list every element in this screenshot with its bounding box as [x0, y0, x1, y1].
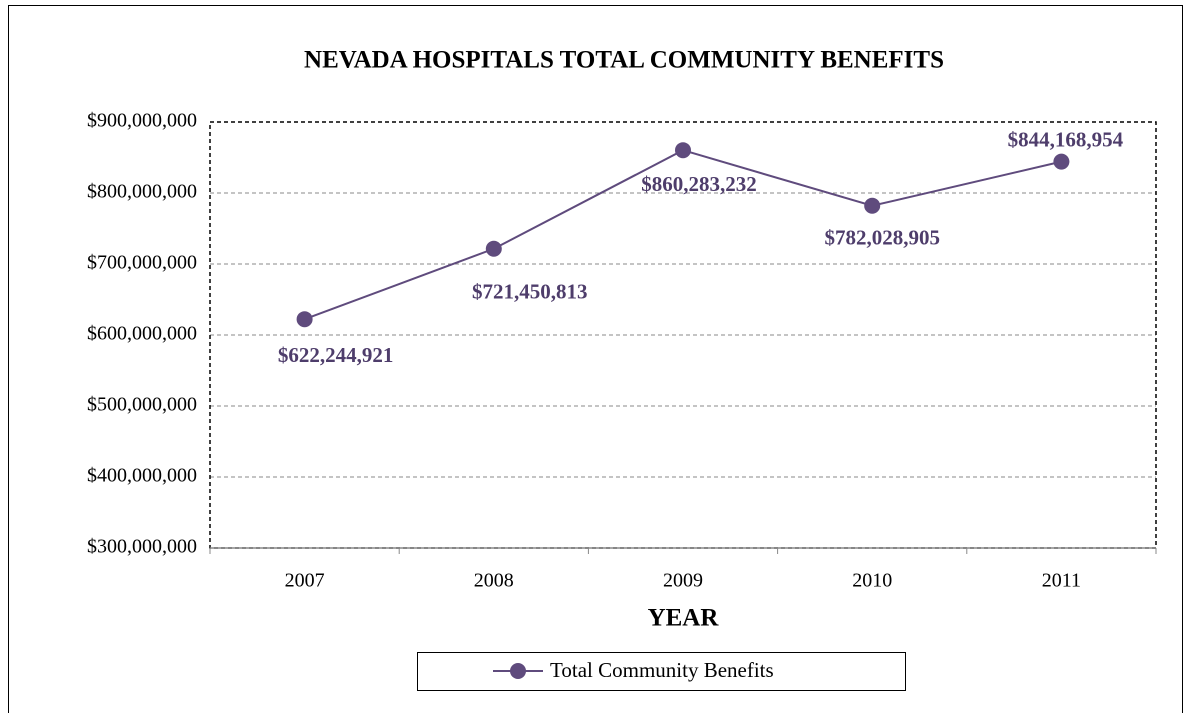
- data-label: $721,450,813: [472, 280, 588, 304]
- data-point: [1053, 153, 1070, 170]
- data-label: $860,283,232: [641, 172, 757, 196]
- x-tick-label: 2008: [474, 570, 514, 592]
- data-label: $622,244,921: [278, 343, 394, 367]
- data-label: $844,168,954: [1008, 127, 1124, 151]
- chart-border: [8, 5, 1183, 713]
- x-tick-label: 2007: [285, 570, 325, 592]
- chart-title: NEVADA HOSPITALS TOTAL COMMUNITY BENEFIT…: [304, 47, 944, 74]
- data-label: $782,028,905: [824, 226, 940, 250]
- y-tick-label: $500,000,000: [87, 394, 197, 416]
- x-axis-title: YEAR: [648, 605, 720, 632]
- legend-label: Total Community Benefits: [550, 658, 774, 682]
- y-tick-label: $700,000,000: [87, 252, 197, 274]
- y-tick-label: $300,000,000: [87, 536, 197, 558]
- data-point: [296, 311, 313, 328]
- data-point: [864, 197, 881, 214]
- x-tick-label: 2009: [663, 570, 703, 592]
- data-point: [675, 142, 691, 159]
- x-tick-label: 2010: [852, 570, 892, 592]
- x-tick-label: 2011: [1042, 570, 1081, 592]
- y-tick-label: $800,000,000: [87, 181, 197, 203]
- data-point: [485, 240, 502, 257]
- y-tick-label: $600,000,000: [87, 323, 197, 345]
- y-tick-label: $900,000,000: [87, 110, 197, 132]
- y-tick-label: $400,000,000: [87, 465, 197, 487]
- legend-marker: [510, 663, 526, 679]
